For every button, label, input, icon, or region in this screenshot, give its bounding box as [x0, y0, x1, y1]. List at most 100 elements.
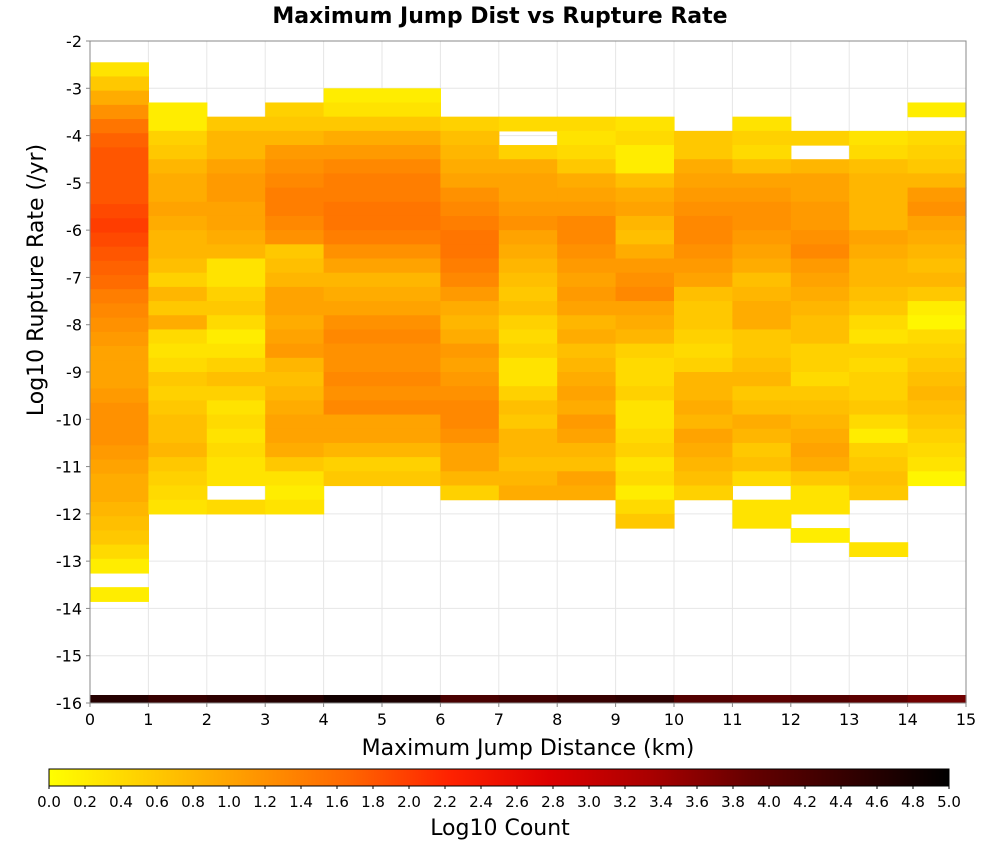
heatmap-cell	[790, 272, 850, 288]
heatmap-cell	[615, 357, 675, 373]
heatmap-cell	[790, 485, 850, 501]
heatmap-cell	[498, 230, 558, 245]
colorbar-tick-label: 2.0	[397, 793, 421, 811]
heatmap-cell	[674, 145, 733, 160]
heatmap-cell	[498, 286, 558, 302]
heatmap-cell	[90, 147, 149, 163]
heatmap-cell	[382, 329, 441, 345]
colorbar-ticks: 0.0 0.2 0.4 0.6 0.8 1.0 1.2 1.4 1.6 1.8 2.0 2.2 2.4 2…	[37, 786, 961, 811]
heatmap-cell	[674, 230, 733, 245]
heatmap-cell	[90, 345, 149, 361]
heatmap-cell	[265, 315, 325, 331]
heatmap-cell	[674, 329, 733, 345]
x-tick-label: 10	[664, 710, 684, 729]
x-tick-label: 14	[897, 710, 917, 729]
heatmap-cell	[557, 301, 617, 316]
heatmap-cell	[615, 272, 675, 288]
colorbar-tick-label: 1.2	[253, 793, 277, 811]
colorbar-tick-label: 2.4	[469, 793, 493, 811]
heatmap-cell	[323, 357, 383, 373]
chart-title: Maximum Jump Dist vs Rupture Rate	[272, 4, 727, 29]
y-tick-label: -13	[56, 552, 82, 571]
heatmap-cell	[732, 258, 792, 274]
heatmap-cell	[557, 343, 617, 359]
heatmap-cell	[790, 301, 850, 316]
heatmap-cell	[674, 457, 733, 472]
heatmap-cell	[674, 130, 733, 146]
x-tick-label: 1	[143, 710, 153, 729]
heatmap-cell	[440, 386, 500, 401]
heatmap-cell	[206, 230, 266, 245]
heatmap-cell	[790, 329, 850, 345]
heatmap-cell	[90, 695, 149, 703]
heatmap-cell	[148, 230, 208, 245]
heatmap-cell	[90, 374, 149, 390]
heatmap-cell	[323, 116, 383, 132]
heatmap-cell	[90, 516, 149, 532]
heatmap-cell	[732, 513, 792, 529]
y-tick-label: -14	[56, 599, 82, 618]
heatmap-cell	[90, 402, 149, 418]
heatmap-cell	[849, 485, 909, 501]
colorbar-tick-label: 5.0	[937, 793, 961, 811]
heatmap-cell	[849, 230, 909, 245]
heatmap-cell	[615, 400, 675, 416]
heatmap-cell	[498, 215, 558, 231]
heatmap-cell	[382, 457, 441, 472]
heatmap-cell	[557, 159, 617, 174]
heatmap-cell	[206, 145, 266, 160]
heatmap-cell	[206, 315, 266, 331]
heatmap-cell	[323, 471, 383, 487]
heatmap-cell	[323, 372, 383, 387]
heatmap-cell	[90, 119, 149, 134]
heatmap-cell	[382, 130, 441, 146]
heatmap-cell	[206, 372, 266, 387]
heatmap-cell	[323, 386, 383, 401]
heatmap-cell	[907, 428, 967, 444]
heatmap-cell	[206, 414, 266, 430]
colorbar-tick-label: 4.8	[901, 793, 925, 811]
colorbar-tick-label: 0.2	[73, 793, 97, 811]
heatmap-cell	[907, 173, 967, 189]
heatmap-cell	[265, 286, 325, 302]
heatmap-cell	[849, 315, 909, 331]
heatmap-cell	[382, 116, 441, 132]
heatmap-cell	[323, 428, 383, 444]
heatmap-cell	[498, 386, 558, 401]
heatmap-cell	[382, 343, 441, 359]
heatmap-cell	[498, 485, 558, 501]
heatmap-cell	[206, 215, 266, 231]
colorbar	[48, 768, 950, 787]
heatmap-cell	[90, 218, 149, 234]
heatmap-cell	[498, 201, 558, 217]
heatmap-cell	[849, 159, 909, 174]
heatmap-cell	[615, 187, 675, 203]
heatmap-cell	[323, 457, 383, 472]
heatmap-cell	[323, 695, 383, 703]
heatmap-cell	[615, 244, 675, 260]
x-tick-label: 3	[260, 710, 270, 729]
heatmap-cell	[382, 471, 441, 487]
heatmap-cell	[615, 329, 675, 345]
heatmap-cell	[849, 414, 909, 430]
heatmap-cell	[615, 372, 675, 387]
heatmap-cell	[907, 386, 967, 401]
heatmap-cell	[148, 301, 208, 316]
heatmap-cell	[615, 159, 675, 174]
heatmap-cell	[265, 130, 325, 146]
heatmap-cell	[440, 457, 500, 472]
heatmap-cell	[498, 442, 558, 458]
heatmap-cell	[440, 485, 500, 501]
heatmap-cell	[148, 471, 208, 487]
colorbar-tick-label: 0.4	[109, 793, 133, 811]
heatmap-cell	[615, 343, 675, 359]
heatmap-cell	[148, 386, 208, 401]
heatmap-cell	[90, 416, 149, 432]
heatmap-cell	[557, 315, 617, 331]
heatmap-cell	[265, 145, 325, 160]
heatmap-cell	[907, 315, 967, 331]
heatmap-cell	[674, 695, 733, 703]
heatmap-cell	[148, 215, 208, 231]
heatmap-cell	[90, 558, 149, 574]
heatmap-cell	[557, 258, 617, 274]
